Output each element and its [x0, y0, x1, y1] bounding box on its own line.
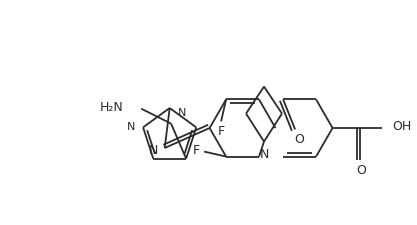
Text: F: F — [193, 144, 200, 157]
Text: O: O — [357, 164, 367, 176]
Text: N: N — [148, 144, 158, 157]
Text: N: N — [178, 108, 186, 118]
Text: OH: OH — [392, 121, 412, 133]
Text: H₂N: H₂N — [100, 101, 123, 114]
Text: F: F — [218, 125, 225, 138]
Text: N: N — [259, 148, 269, 161]
Text: N: N — [127, 122, 135, 132]
Text: O: O — [294, 133, 304, 146]
